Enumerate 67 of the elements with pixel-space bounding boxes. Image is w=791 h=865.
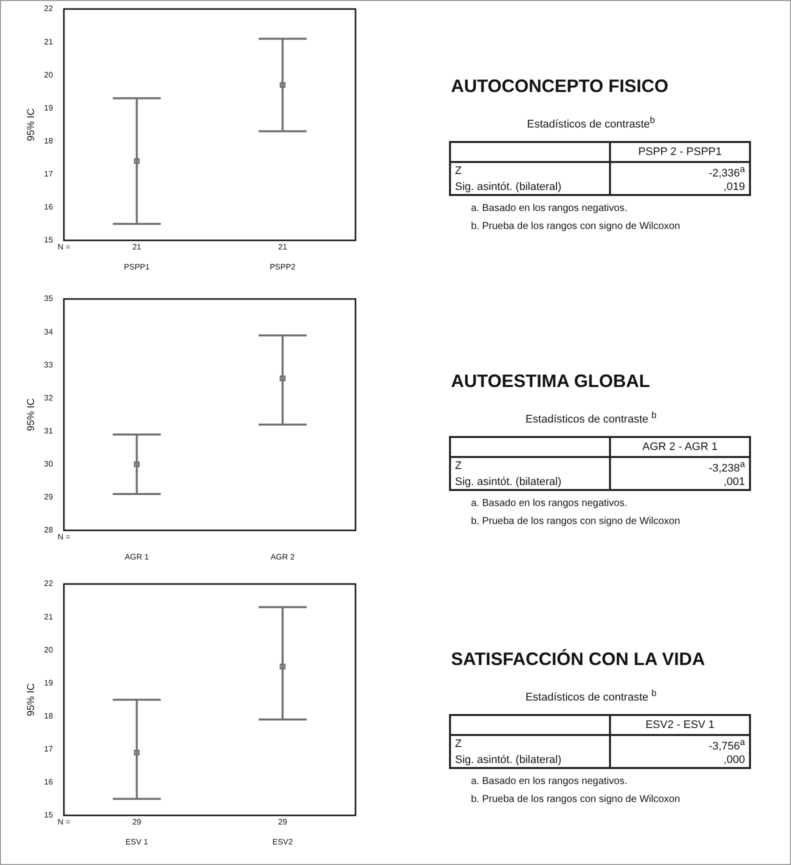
y-tick-label: 20 xyxy=(44,70,54,80)
x-tick-label: AGR 2 xyxy=(270,552,296,562)
text: PSPP 2 - PSPP1 xyxy=(610,142,750,162)
y-tick-label: 16 xyxy=(44,202,54,212)
y-axis-title: 95% IC xyxy=(26,683,37,716)
y-tick-label: 22 xyxy=(44,4,54,14)
text: 29 xyxy=(132,818,142,827)
text: ,001 xyxy=(610,475,750,490)
text: N = xyxy=(58,818,71,827)
x-tick-label: PSPP1 xyxy=(124,262,150,272)
text: 21 xyxy=(132,242,142,252)
y-tick-label: 31 xyxy=(44,426,54,436)
text: Z xyxy=(450,456,610,476)
text: -2,336$^{a}$ xyxy=(610,162,750,180)
text: a. Basado en los rangos negativos. xyxy=(471,203,628,214)
y-tick-label: 33 xyxy=(44,360,54,370)
text: -3,756$^{a}$ xyxy=(610,734,750,754)
y-tick-label: 22 xyxy=(44,579,54,588)
y-tick-label: 17 xyxy=(44,169,54,178)
y-tick-label: 28 xyxy=(44,526,54,535)
text: Estadísticos de contraste $^{b}$ xyxy=(524,410,658,426)
y-axis-title: 95% IC xyxy=(26,398,37,432)
y-tick-label: 18 xyxy=(44,136,54,146)
text: Z xyxy=(450,162,610,180)
y-tick-label: 21 xyxy=(44,37,54,46)
text: ESV2 - ESV 1 xyxy=(610,714,750,735)
text: -3,238$^{a}$ xyxy=(610,456,750,476)
text: Estadísticos de contraste$^{b}$ xyxy=(526,115,656,131)
y-tick-label: 35 xyxy=(44,294,54,304)
y-tick-label: 15 xyxy=(44,236,54,245)
text: Sig. asintót. (bilateral) xyxy=(450,475,610,490)
text: AUTOESTIMA GLOBAL xyxy=(451,371,651,392)
text: b. Prueba de los rangos con signo de Wilcoxon xyxy=(471,221,682,232)
text: Estadísticos de contraste $^{b}$ xyxy=(524,688,658,704)
text: b. Prueba de los rangos con signo de Wilcoxon xyxy=(471,516,682,528)
y-tick-label: 19 xyxy=(44,103,54,112)
text: N = xyxy=(58,242,71,252)
y-tick-label: 17 xyxy=(44,744,54,754)
y-tick-label: 30 xyxy=(44,459,54,468)
y-tick-label: 29 xyxy=(44,492,54,502)
text: ,019 xyxy=(610,180,750,196)
text: N = xyxy=(58,532,71,542)
y-axis-title: 95% IC xyxy=(26,108,37,142)
y-tick-label: 18 xyxy=(44,711,54,720)
x-tick-label: ESV 1 xyxy=(125,837,149,846)
y-tick-label: 15 xyxy=(44,810,54,820)
text: AUTOCONCEPTO FISICO xyxy=(451,76,670,97)
y-tick-label: 21 xyxy=(44,612,54,622)
text: a. Basado en los rangos negativos. xyxy=(471,498,628,510)
text: Sig. asintót. (bilateral) xyxy=(450,180,610,196)
text: AGR 2 - AGR 1 xyxy=(610,436,750,457)
y-tick-label: 16 xyxy=(44,778,54,787)
x-tick-label: PSPP2 xyxy=(270,262,296,272)
text: Sig. asintót. (bilateral) xyxy=(450,753,610,768)
text: b. Prueba de los rangos con signo de Wilcoxon xyxy=(471,794,682,806)
text: ,000 xyxy=(610,753,750,768)
x-tick-label: AGR 1 xyxy=(124,552,150,562)
text: 29 xyxy=(278,818,288,827)
text: a. Basado en los rangos negativos. xyxy=(471,776,628,788)
y-tick-label: 20 xyxy=(44,645,54,654)
y-tick-label: 19 xyxy=(44,678,54,688)
y-tick-label: 34 xyxy=(44,327,54,336)
x-tick-label: ESV2 xyxy=(272,837,294,846)
text: Z xyxy=(450,734,610,754)
text: SATISFACCIÓN CON LA VIDA xyxy=(451,649,706,670)
text: 21 xyxy=(278,242,288,252)
y-tick-label: 32 xyxy=(44,393,54,402)
